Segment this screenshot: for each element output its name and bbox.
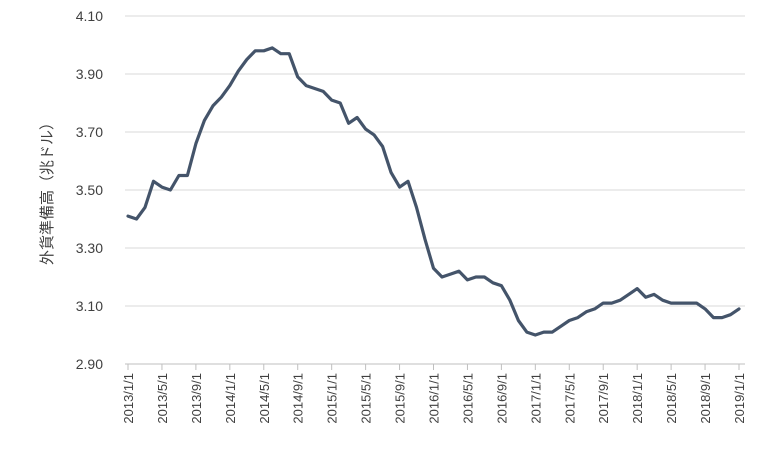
x-tick-label: 2014/9/1: [291, 373, 306, 424]
y-axis-label: 外貨準備高（兆ドル）: [38, 115, 56, 265]
x-tick-label: 2015/5/1: [359, 373, 374, 424]
y-tick-label: 3.70: [76, 124, 103, 140]
x-tick-label: 2013/1/1: [121, 373, 136, 424]
y-tick-labels: 2.90 3.10 3.30 3.50 3.70 3.90 4.10: [76, 8, 103, 372]
x-tick-label: 2014/5/1: [257, 373, 272, 424]
y-tick-label: 3.10: [76, 298, 103, 314]
x-tick-label: 2015/1/1: [325, 373, 340, 424]
gridlines: [125, 15, 745, 365]
x-tick-label: 2013/9/1: [189, 373, 204, 424]
x-tick-label: 2018/1/1: [630, 373, 645, 424]
x-tick-label: 2017/1/1: [528, 373, 543, 424]
x-tick-label: 2018/9/1: [698, 373, 713, 424]
x-tick-label: 2017/9/1: [596, 373, 611, 424]
x-tick-label: 2016/1/1: [427, 373, 442, 424]
y-tick-label: 3.30: [76, 240, 103, 256]
x-tick-label: 2013/5/1: [155, 373, 170, 424]
x-tick-label: 2015/9/1: [393, 373, 408, 424]
series-line: [126, 46, 741, 337]
x-tick-labels: 2013/1/1 2013/5/1 2013/9/1 2014/1/1 2014/5/1…: [121, 364, 747, 424]
y-tick-label: 4.10: [76, 8, 103, 24]
y-tick-label: 3.50: [76, 182, 103, 198]
x-tick-label: 2014/1/1: [223, 373, 238, 424]
x-tick-label: 2019/1/1: [732, 373, 747, 424]
x-tick-label: 2016/5/1: [460, 373, 475, 424]
y-tick-label: 3.90: [76, 66, 103, 82]
x-tick-label: 2018/5/1: [664, 373, 679, 424]
x-tick-label: 2016/9/1: [494, 373, 509, 424]
y-tick-label: 2.90: [76, 356, 103, 372]
x-tick-label: 2017/5/1: [562, 373, 577, 424]
